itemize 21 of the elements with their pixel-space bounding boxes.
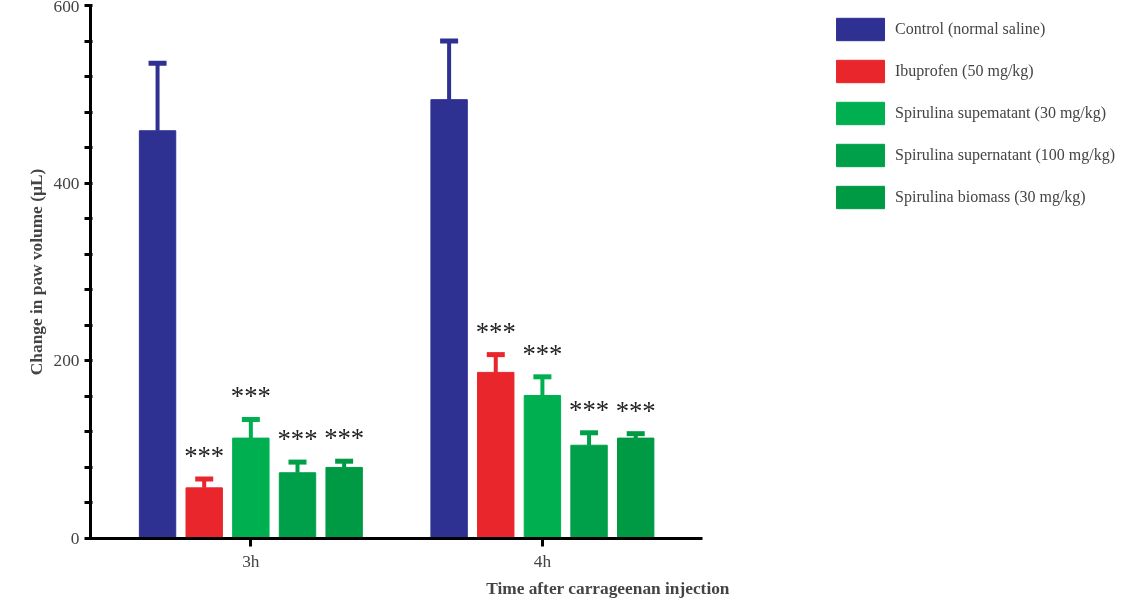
x-axis-title: Time after carrageenan injection <box>486 578 730 598</box>
annotation: *** <box>522 338 563 369</box>
y-tick-label: 400 <box>53 173 80 193</box>
legend-label: Control (normal saline) <box>895 20 1046 38</box>
legend-label: Ibuprofen (50 mg/kg) <box>895 62 1034 80</box>
y-axis-title: Change in paw volume (µL) <box>26 168 46 376</box>
annotation: *** <box>184 440 225 471</box>
y-tick-label: 600 <box>53 0 80 16</box>
annotation: *** <box>277 424 318 455</box>
annotation: *** <box>615 395 656 426</box>
x-tick-label: 3h <box>242 551 260 571</box>
annotation: *** <box>569 394 610 425</box>
annotation: *** <box>475 316 516 347</box>
legend-label: Spirulina supernatant (100 mg/kg) <box>895 146 1115 164</box>
x-tick-label: 4h <box>533 551 552 571</box>
legend-label: Spirulina supematant (30 mg/kg) <box>895 104 1107 122</box>
annotation: *** <box>230 381 271 412</box>
legend-label: Spirulina biomass (30 mg/kg) <box>895 188 1086 206</box>
y-tick-label: 200 <box>53 351 80 371</box>
annotation: *** <box>324 423 365 454</box>
y-tick-label: 0 <box>70 529 80 548</box>
